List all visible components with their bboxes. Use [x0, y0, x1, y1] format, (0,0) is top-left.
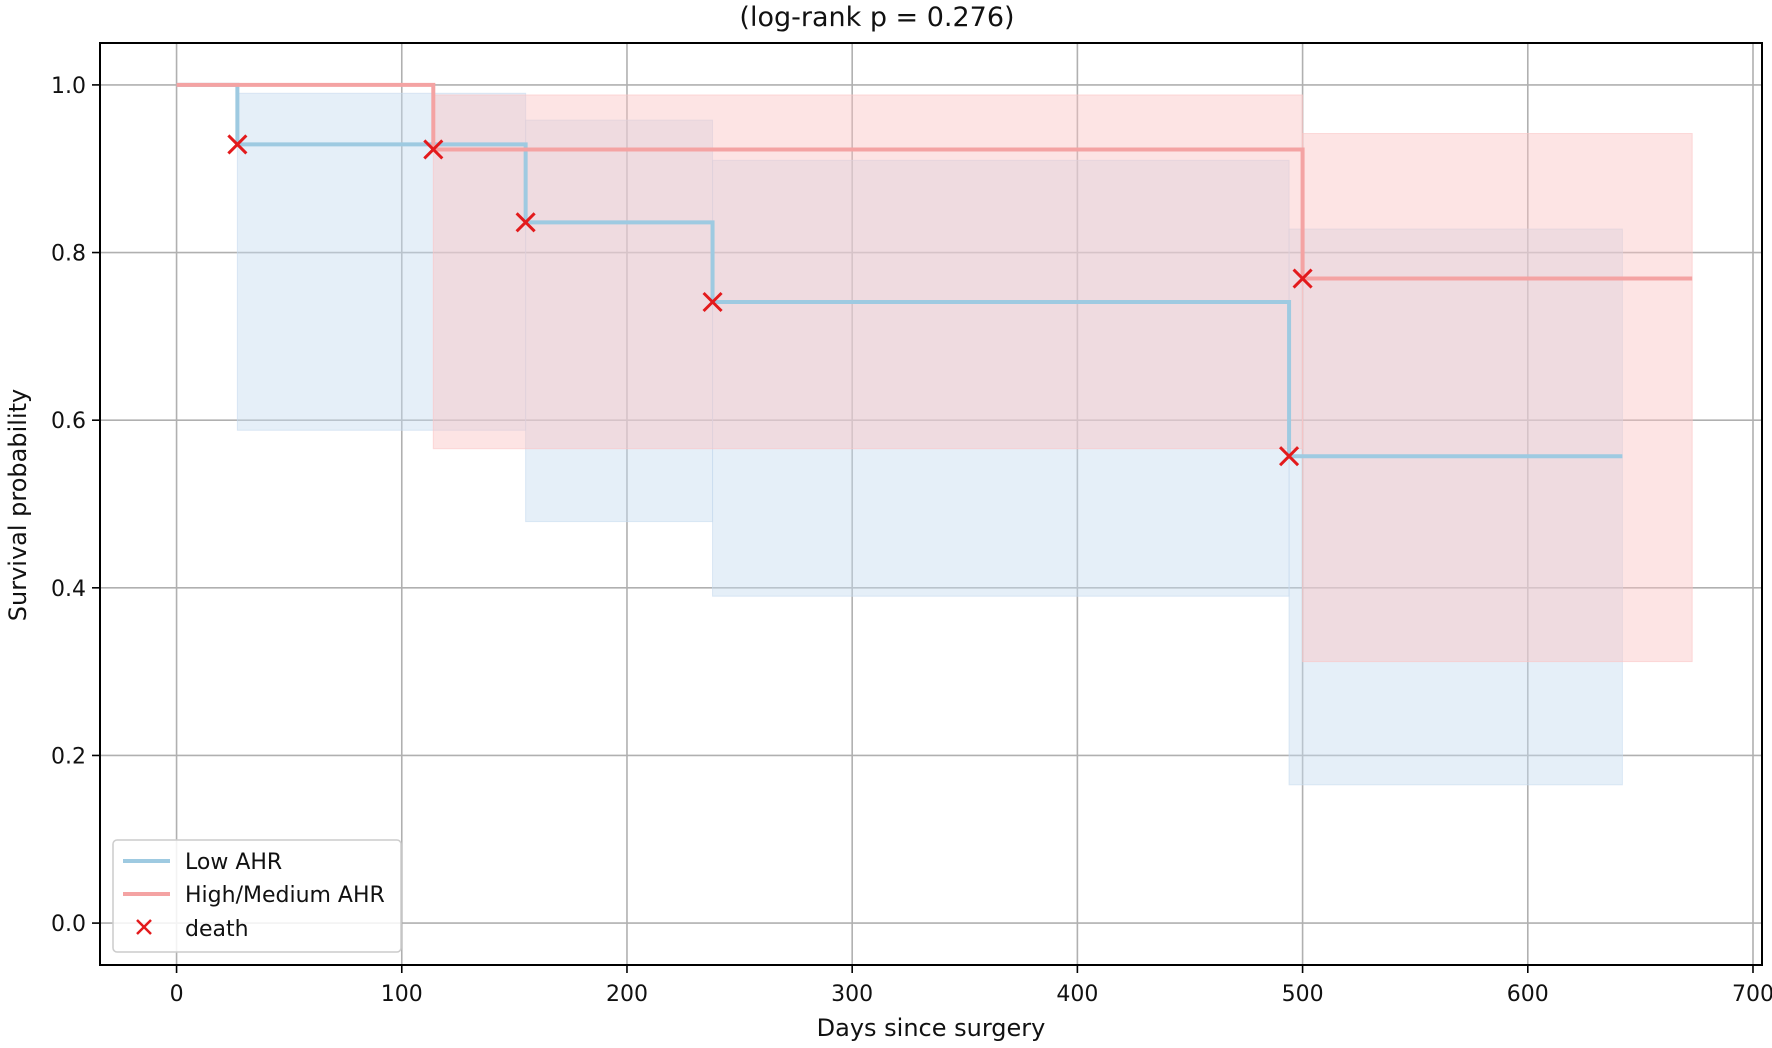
legend-death-marker — [136, 919, 152, 935]
y-tick-label: 0.4 — [51, 577, 86, 602]
death-marker — [227, 134, 248, 155]
x-tick-label: 700 — [1732, 982, 1772, 1007]
y-tick-label: 0.8 — [51, 242, 86, 267]
y-axis-label: Survival probability — [4, 389, 32, 621]
survival-line-low-ahr — [176, 82, 1623, 459]
x-tick-label: 600 — [1507, 982, 1549, 1007]
x-tick-label: 200 — [606, 982, 648, 1007]
x-tick-label: 100 — [381, 982, 423, 1007]
y-tick-label: 0.6 — [51, 409, 86, 434]
x-tick-label: 400 — [1056, 982, 1098, 1007]
chart-title: (log-rank p = 0.276) — [739, 2, 1014, 33]
ci-band-low-ahr — [712, 159, 1290, 597]
death-marker — [1279, 446, 1300, 467]
legend-label-low-ahr: Low AHR — [185, 850, 282, 875]
death-marker — [1292, 268, 1313, 289]
legend: Low AHR High/Medium AHR death — [112, 839, 402, 953]
legend-label-high-medium-ahr: High/Medium AHR — [185, 883, 385, 908]
x-tick-label: 500 — [1282, 982, 1324, 1007]
x-axis-label: Days since surgery — [817, 1014, 1046, 1042]
confidence-bands — [236, 92, 1693, 786]
y-tick-label: 1.0 — [51, 74, 86, 99]
death-marker — [515, 212, 536, 233]
death-marker — [702, 291, 723, 313]
y-axis-ticks: 0.0 0.2 0.4 0.6 0.8 1.0 — [51, 74, 100, 937]
legend-box — [112, 839, 402, 953]
survival-lines — [176, 82, 1693, 459]
ci-band-high-medium-ahr — [432, 94, 1304, 450]
x-axis-ticks: 0 100 200 300 400 500 600 700 — [170, 965, 1772, 1007]
y-tick-label: 0.2 — [51, 744, 86, 769]
death-marker — [423, 139, 444, 160]
plot-frame — [99, 42, 1763, 966]
x-tick-label: 300 — [831, 982, 873, 1007]
x-tick-label: 0 — [170, 982, 184, 1007]
ci-band-high-medium-ahr — [1302, 133, 1693, 663]
survival-line-high-medium-ahr — [176, 82, 1693, 281]
ci-band-low-ahr — [525, 119, 714, 523]
ci-band-low-ahr — [1288, 228, 1623, 786]
death-markers — [227, 134, 1313, 467]
y-tick-label: 0.0 — [51, 912, 86, 937]
legend-label-death: death — [185, 917, 249, 942]
